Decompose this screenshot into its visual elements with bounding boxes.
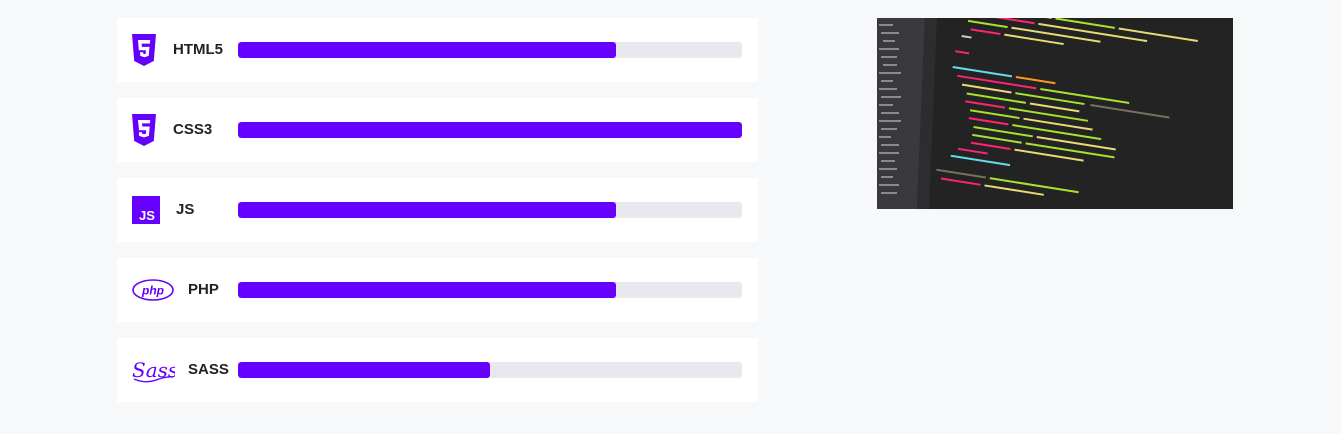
css3-icon (131, 114, 173, 146)
svg-text:Sass: Sass (132, 358, 175, 382)
skill-name: HTML5 (173, 41, 223, 58)
php-icon: php (132, 279, 174, 311)
progress-bar-track (238, 362, 742, 378)
progress-bar-fill (238, 42, 616, 58)
skill-name: CSS3 (173, 121, 213, 138)
code-editor-image (877, 18, 1233, 209)
progress-bar-fill (238, 202, 616, 218)
skill-item-sass: Sass SASS (117, 338, 758, 402)
skill-item-html5: HTML5 (117, 18, 758, 82)
js-icon: JS (132, 196, 174, 228)
html5-icon (131, 34, 173, 66)
sass-icon: Sass (131, 354, 175, 386)
progress-bar-track (238, 202, 742, 218)
svg-text:JS: JS (139, 208, 155, 223)
skill-item-css3: CSS3 (117, 98, 758, 162)
progress-bar-fill (238, 362, 490, 378)
progress-bar-fill (238, 282, 616, 298)
skill-name: SASS (188, 361, 229, 378)
progress-bar-track (238, 42, 742, 58)
skill-item-js: JS JS (117, 178, 758, 242)
skills-list: HTML5 CSS3 JS JS (117, 18, 758, 418)
skill-name: PHP (188, 281, 219, 298)
skill-item-php: php PHP (117, 258, 758, 322)
progress-bar-fill (238, 122, 742, 138)
svg-text:php: php (141, 284, 164, 298)
skill-name: JS (176, 201, 195, 218)
progress-bar-track (238, 282, 742, 298)
progress-bar-track (238, 122, 742, 138)
